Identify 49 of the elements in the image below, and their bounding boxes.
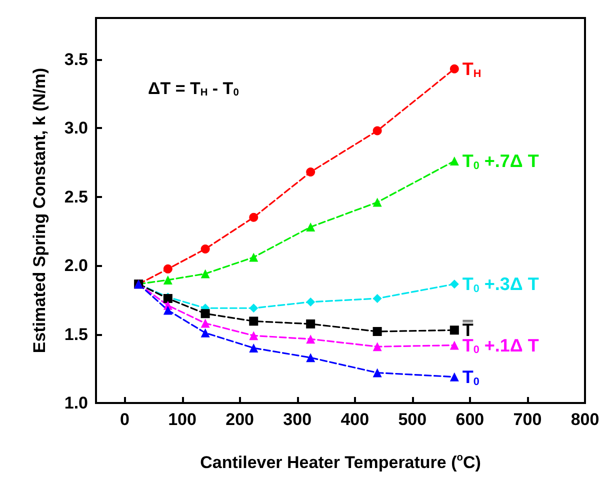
point [450,64,459,74]
point [200,269,210,278]
x-tick-label: 200 [226,410,254,429]
point [306,319,316,328]
point [306,353,316,362]
point [450,280,459,289]
point [372,342,382,352]
point [450,326,459,335]
y-axis-title: Estimated Spring Constant, k (N/m) [30,68,49,354]
point [249,212,258,222]
point [249,252,258,262]
point [163,275,172,284]
x-tick-label: 400 [340,410,370,429]
point [306,297,316,306]
point [200,309,210,318]
point [450,340,459,350]
point [249,344,258,352]
y-tick-label: 2.5 [64,187,88,206]
x-tick-label: 700 [513,410,542,429]
point [450,156,459,166]
point [450,372,459,382]
point [200,318,210,328]
point [200,328,210,338]
point [306,168,316,176]
y-tick-label: 3.0 [64,118,88,138]
x-tick-label: 600 [456,410,484,429]
point [163,306,172,315]
x-tick-label: 300 [283,410,312,429]
point [249,331,258,340]
y-tick-label: 1.5 [64,324,88,344]
y-tick-label: 3.5 [64,50,88,69]
point [249,304,258,313]
series-label: T̿ [462,319,474,340]
point [200,244,210,254]
point [306,222,316,232]
point [372,294,382,303]
point [372,198,382,207]
x-tick-label: 800 [570,410,600,429]
point [372,327,382,336]
x-tick-label: 100 [168,410,196,429]
y-tick-label: 1.0 [64,394,88,412]
point [372,126,382,136]
x-tick-label: 500 [398,410,427,429]
point [163,264,172,274]
x-tick-label: 0 [120,410,130,429]
y-tick-label: 2.0 [64,256,88,275]
point [306,334,316,344]
point [372,368,382,378]
point [249,316,258,326]
